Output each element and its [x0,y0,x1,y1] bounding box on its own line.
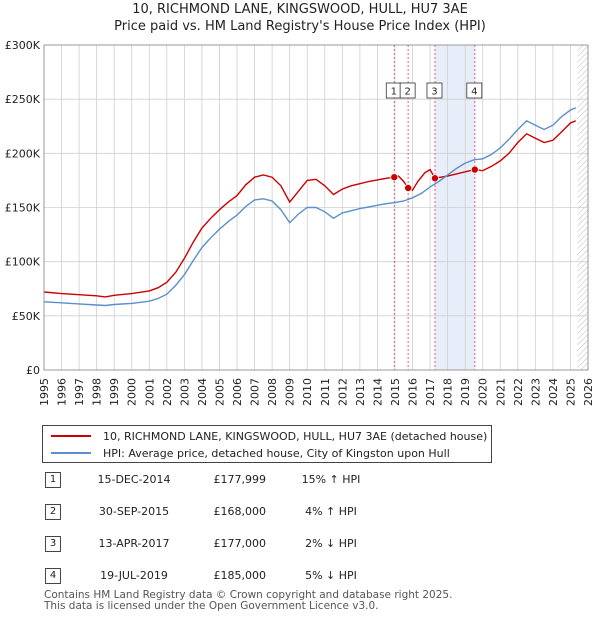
sale-point [430,174,439,183]
x-tick-label: 2025 [564,378,577,406]
x-tick-label: 2021 [494,378,507,406]
hpi-line [43,107,576,307]
y-tick-label: £150K [5,202,41,215]
legend-property-label: 10, RICHMOND LANE, KINGSWOOD, HULL, HU7 … [103,429,488,443]
footer-copyright: Contains HM Land Registry data © Crown c… [44,589,453,601]
legend: 10, RICHMOND LANE, KINGSWOOD, HULL, HU7 … [42,425,492,463]
chart-title: 10, RICHMOND LANE, KINGSWOOD, HULL, HU7 … [132,2,468,17]
sales-table: 1 15-DEC-2014 £177,999 15% ↑ HPI 2 30-SE… [42,472,362,600]
x-tick-label: 2013 [354,378,367,406]
x-tick-label: 2015 [389,378,402,406]
sale-point [470,165,479,174]
y-tick-label: £50K [12,310,41,323]
sale-number-badge: 3 [45,536,61,552]
x-tick-label: 2012 [336,378,349,406]
sale-date: 13-APR-2017 [98,537,170,550]
sale-hpi-diff: 15% ↑ HPI [301,473,361,486]
y-tick-label: £300K [5,39,41,52]
sale-badge-box [466,82,483,99]
x-tick-label: 2008 [266,378,279,406]
x-tick-label: 2007 [249,378,262,406]
x-tick-label: 2019 [459,378,472,406]
x-tick-label: 1999 [108,378,121,406]
x-tick-label: 2020 [477,378,490,406]
sale-badge-number: 2 [404,87,410,98]
sale-number-badge: 4 [45,568,61,584]
x-tick-label: 2010 [301,378,314,406]
x-tick-label: 1996 [56,378,69,406]
y-tick-label: £250K [5,93,41,106]
x-tick-label: 2026 [582,378,595,406]
x-tick-label: 2017 [424,378,437,406]
sale-price: £185,000 [213,569,267,582]
x-tick-label: 2011 [319,378,332,406]
sale-date: 30-SEP-2015 [98,505,170,518]
x-tick-label: 1998 [91,378,104,406]
x-tick-label: 2000 [126,378,139,406]
sale-row: 2 30-SEP-2015 £168,000 4% ↑ HPI [42,504,362,536]
sale-price: £177,999 [213,473,267,486]
x-tick-label: 2006 [231,378,244,406]
legend-hpi-label: HPI: Average price, detached house, City… [103,446,450,460]
property-line-swatch [51,435,91,437]
sale-badge-box [426,82,443,99]
chart-subtitle: Price paid vs. HM Land Registry's House … [114,19,486,34]
legend-item-property: 10, RICHMOND LANE, KINGSWOOD, HULL, HU7 … [51,428,487,444]
x-tick-label: 2004 [196,378,209,406]
sale-badge-number: 3 [431,87,437,98]
sale-price: £168,000 [213,505,267,518]
x-tick-label: 1995 [38,378,51,406]
x-tick-label: 2016 [407,378,420,406]
x-tick-label: 2022 [512,378,525,406]
x-tick-label: 2024 [547,378,560,406]
x-tick-label: 2002 [161,378,174,406]
legend-item-hpi: HPI: Average price, detached house, City… [51,445,450,461]
sale-hpi-diff: 4% ↑ HPI [305,505,357,518]
sale-row: 4 19-JUL-2019 £185,000 5% ↓ HPI [42,568,362,600]
x-tick-label: 2001 [143,378,156,406]
x-tick-label: 2009 [284,378,297,406]
sale-price: £177,000 [213,537,267,550]
hpi-line-swatch [51,452,91,454]
sale-date: 19-JUL-2019 [100,569,168,582]
x-tick-label: 2005 [213,378,226,406]
x-tick-label: 2018 [442,378,455,406]
x-tick-label: 2003 [178,378,191,406]
sale-point [390,173,399,182]
x-tick-label: 2014 [371,378,384,406]
sale-row: 3 13-APR-2017 £177,000 2% ↓ HPI [42,536,362,568]
sale-number-badge: 2 [45,504,61,520]
sale-row: 1 15-DEC-2014 £177,999 15% ↑ HPI [42,472,362,504]
footer-license: This data is licensed under the Open Gov… [44,600,379,612]
plot-frame [43,44,589,371]
y-tick-label: £0 [26,364,40,377]
y-tick-label: £200K [5,147,41,160]
y-tick-label: £100K [5,256,41,269]
x-tick-label: 1997 [73,378,86,406]
sale-date: 15-DEC-2014 [97,473,171,486]
sale-badge-number: 4 [471,87,477,98]
sale-number-badge: 1 [45,472,61,488]
sale-hpi-diff: 5% ↓ HPI [305,569,357,582]
sale-badge-number: 1 [391,87,397,98]
sale-hpi-diff: 2% ↓ HPI [305,537,357,550]
x-tick-label: 2023 [529,378,542,406]
sale-badge-box [399,82,416,99]
footer: Contains HM Land Registry data © Crown c… [44,590,452,612]
property-price-line [43,120,576,298]
sale-point [404,183,413,192]
